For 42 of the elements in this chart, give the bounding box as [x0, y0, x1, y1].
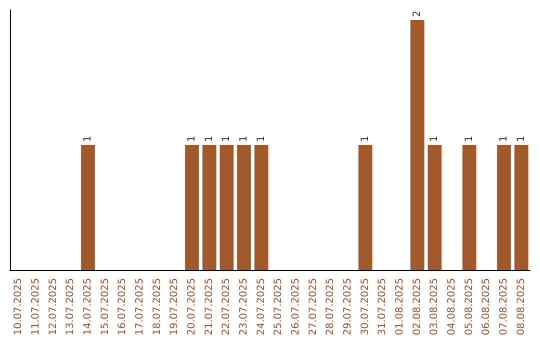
data-label: 1: [204, 136, 215, 142]
x-tick-label: 08.08.2025: [516, 278, 527, 336]
x-tick-label: 30.07.2025: [360, 278, 371, 336]
data-label: 1: [256, 136, 267, 142]
data-label: 1: [516, 136, 527, 142]
data-label: 1: [429, 136, 440, 142]
x-tick-label: 22.07.2025: [221, 278, 232, 336]
x-tick-label: 12.07.2025: [48, 278, 59, 336]
x-tick-label: 29.07.2025: [342, 278, 354, 336]
x-tick-label: 13.07.2025: [65, 278, 76, 336]
x-tick-label: 26.07.2025: [290, 278, 302, 336]
x-tick-label: 25.07.2025: [273, 278, 284, 336]
x-tick-label: 17.07.2025: [134, 278, 146, 336]
data-label: 1: [82, 136, 94, 142]
x-tick-label: 06.08.2025: [481, 278, 492, 336]
x-tick-label: 11.07.2025: [30, 278, 42, 336]
x-tick-label: 15.07.2025: [100, 278, 111, 336]
x-tick-label: 05.08.2025: [464, 278, 475, 336]
x-tick-label: 27.07.2025: [308, 278, 319, 336]
x-tick-label: 24.07.2025: [256, 278, 267, 336]
data-label: 1: [498, 136, 510, 142]
x-tick-label: 28.07.2025: [325, 278, 336, 336]
x-tick-label: 19.07.2025: [169, 278, 180, 336]
x-tick-label: 23.07.2025: [238, 278, 250, 336]
x-tick-label: 10.07.2025: [13, 278, 24, 336]
x-tick-label: 01.08.2025: [394, 278, 406, 336]
data-label: 1: [221, 136, 232, 142]
data-label: 1: [186, 136, 198, 142]
x-tick-label: 18.07.2025: [152, 278, 163, 336]
x-tick-label: 31.07.2025: [377, 278, 388, 336]
x-tick-label: 04.08.2025: [446, 278, 458, 336]
x-tick-label: 14.07.2025: [82, 278, 94, 336]
x-tick-label: 21.07.2025: [204, 278, 215, 336]
x-tick-label: 03.08.2025: [429, 278, 440, 336]
x-tick-label: 07.08.2025: [498, 278, 510, 336]
data-label: 1: [238, 136, 250, 142]
x-tick-label: 02.08.2025: [412, 278, 423, 336]
data-label: 1: [360, 136, 371, 142]
x-tick-label: 16.07.2025: [117, 278, 128, 336]
data-label: 1: [464, 136, 475, 142]
x-tick-label: 20.07.2025: [186, 278, 198, 336]
data-label: 2: [412, 10, 423, 17]
